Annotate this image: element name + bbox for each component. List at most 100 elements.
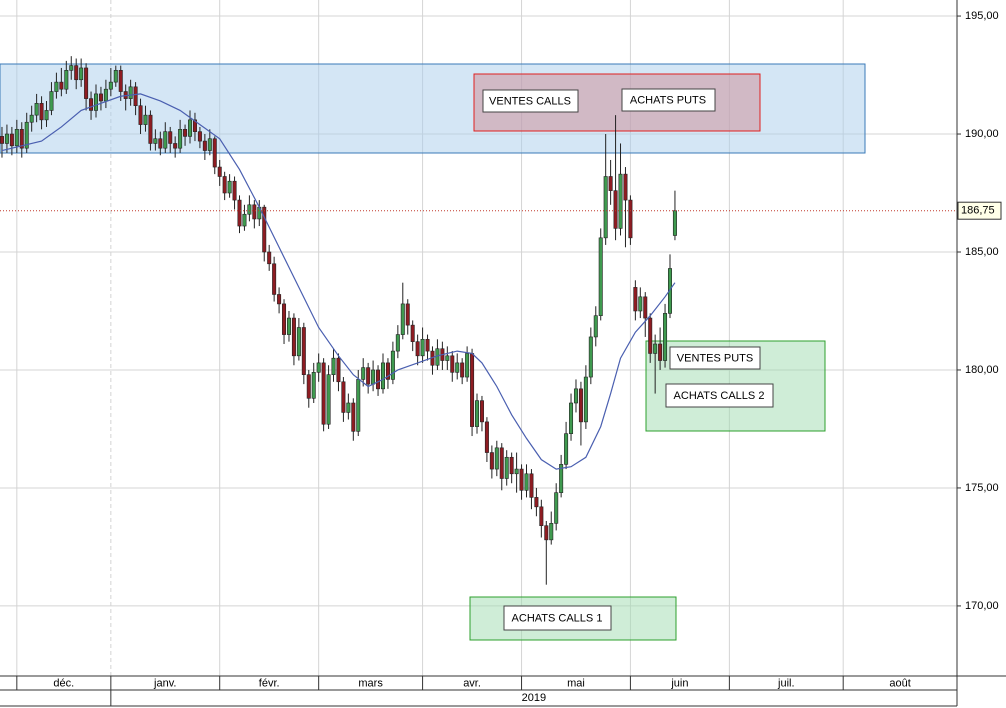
year-label: 2019 (522, 692, 546, 704)
x-tick-label: avr. (463, 677, 481, 689)
candle-body (598, 237, 603, 317)
x-tick-label: mars (358, 677, 383, 689)
annotation-box (482, 89, 579, 113)
candle-body (44, 110, 49, 121)
candle-body (514, 468, 519, 475)
candle-body (49, 91, 54, 111)
candle-body (143, 114, 148, 125)
candle-body (133, 86, 138, 107)
candle-body (667, 268, 672, 314)
candle-body (158, 138, 163, 149)
candle-body (366, 367, 371, 385)
candle-body (638, 296, 643, 312)
candle-body (306, 374, 311, 399)
candle-body (148, 114, 153, 144)
candle-body (108, 81, 113, 90)
candle-body (549, 523, 554, 541)
candle-body (34, 103, 39, 116)
candle-body (168, 131, 173, 144)
candle-body (648, 317, 653, 354)
candle-body (316, 362, 321, 373)
candle-body (529, 473, 534, 498)
candle-body (593, 315, 598, 338)
candle-body (539, 506, 544, 526)
candle-body (455, 362, 460, 373)
candle-body (573, 388, 578, 404)
annotation-box (503, 605, 612, 631)
candle-body (509, 456, 514, 475)
candle-body (286, 317, 291, 335)
x-tick-label: janv. (153, 677, 176, 689)
candle-body (237, 199, 242, 227)
axes: 170,00 175,00 180,00 185,00 190,00 195,00 déc.… (16, 10, 1002, 706)
y-tick-label: 170,00 (965, 600, 999, 612)
candle-body (74, 65, 79, 81)
x-tick-label: août (889, 677, 910, 689)
candle-body (222, 176, 227, 194)
candle-body (524, 473, 529, 491)
candle-body (564, 433, 569, 465)
candle-body (465, 353, 470, 378)
candle-body (494, 447, 499, 470)
candle-body (183, 129, 188, 137)
candle-body (29, 114, 34, 123)
candle-body (291, 317, 296, 357)
annotation-box (621, 88, 716, 112)
candle-body (420, 338, 425, 357)
candle-body (252, 204, 257, 220)
candle-body (282, 303, 287, 335)
last-price-box (957, 201, 1002, 220)
annotations: VENTES CALLS ACHATS PUTS VENTES PUTS ACH… (482, 88, 774, 631)
candle-body (103, 88, 108, 102)
candle-body (173, 143, 178, 149)
candle-body (356, 379, 361, 432)
candle-body (415, 341, 420, 357)
candle-body (410, 324, 415, 342)
candle-body (385, 362, 390, 380)
candle-body (504, 456, 509, 479)
candle-body (628, 199, 633, 239)
y-tick-label: 195,00 (965, 10, 999, 22)
candle-body (207, 138, 212, 151)
candle-body (217, 166, 222, 177)
candle-body (559, 464, 564, 493)
candle-body (499, 447, 504, 479)
x-tick-label: juil. (777, 677, 795, 689)
candle-body (479, 400, 484, 423)
candle-body (98, 93, 103, 102)
candle-body (336, 357, 341, 383)
annotation: VENTES CALLS (489, 95, 571, 107)
candle-body (672, 210, 677, 236)
candle-body (470, 353, 475, 427)
candle-body (475, 400, 480, 427)
candle-body (376, 369, 381, 390)
y-tick-label: 190,00 (965, 128, 999, 140)
candle-body (583, 376, 588, 423)
candle-body (663, 313, 668, 361)
candle-body (658, 343, 663, 361)
candle-body (311, 372, 316, 399)
candle-body (653, 343, 658, 354)
candle-body (618, 173, 623, 229)
candle-body (0, 136, 4, 144)
candle-body (163, 131, 168, 149)
candle-body (633, 287, 638, 312)
candle-body (301, 327, 306, 375)
candle-body (643, 296, 648, 319)
candle-body (4, 133, 9, 144)
candle-body (113, 70, 118, 83)
candle-body (232, 180, 237, 201)
moving-average (1, 93, 676, 470)
candle-body (128, 86, 133, 99)
candle-body (197, 131, 202, 142)
candle-body (296, 327, 301, 357)
candles (0, 56, 957, 585)
candle-body (425, 338, 430, 352)
candle-body (519, 468, 524, 491)
candle-body (227, 180, 232, 194)
candle-body (118, 70, 123, 92)
candle-body (138, 105, 143, 125)
x-tick-label: févr. (259, 677, 280, 689)
candle-body (400, 303, 405, 335)
